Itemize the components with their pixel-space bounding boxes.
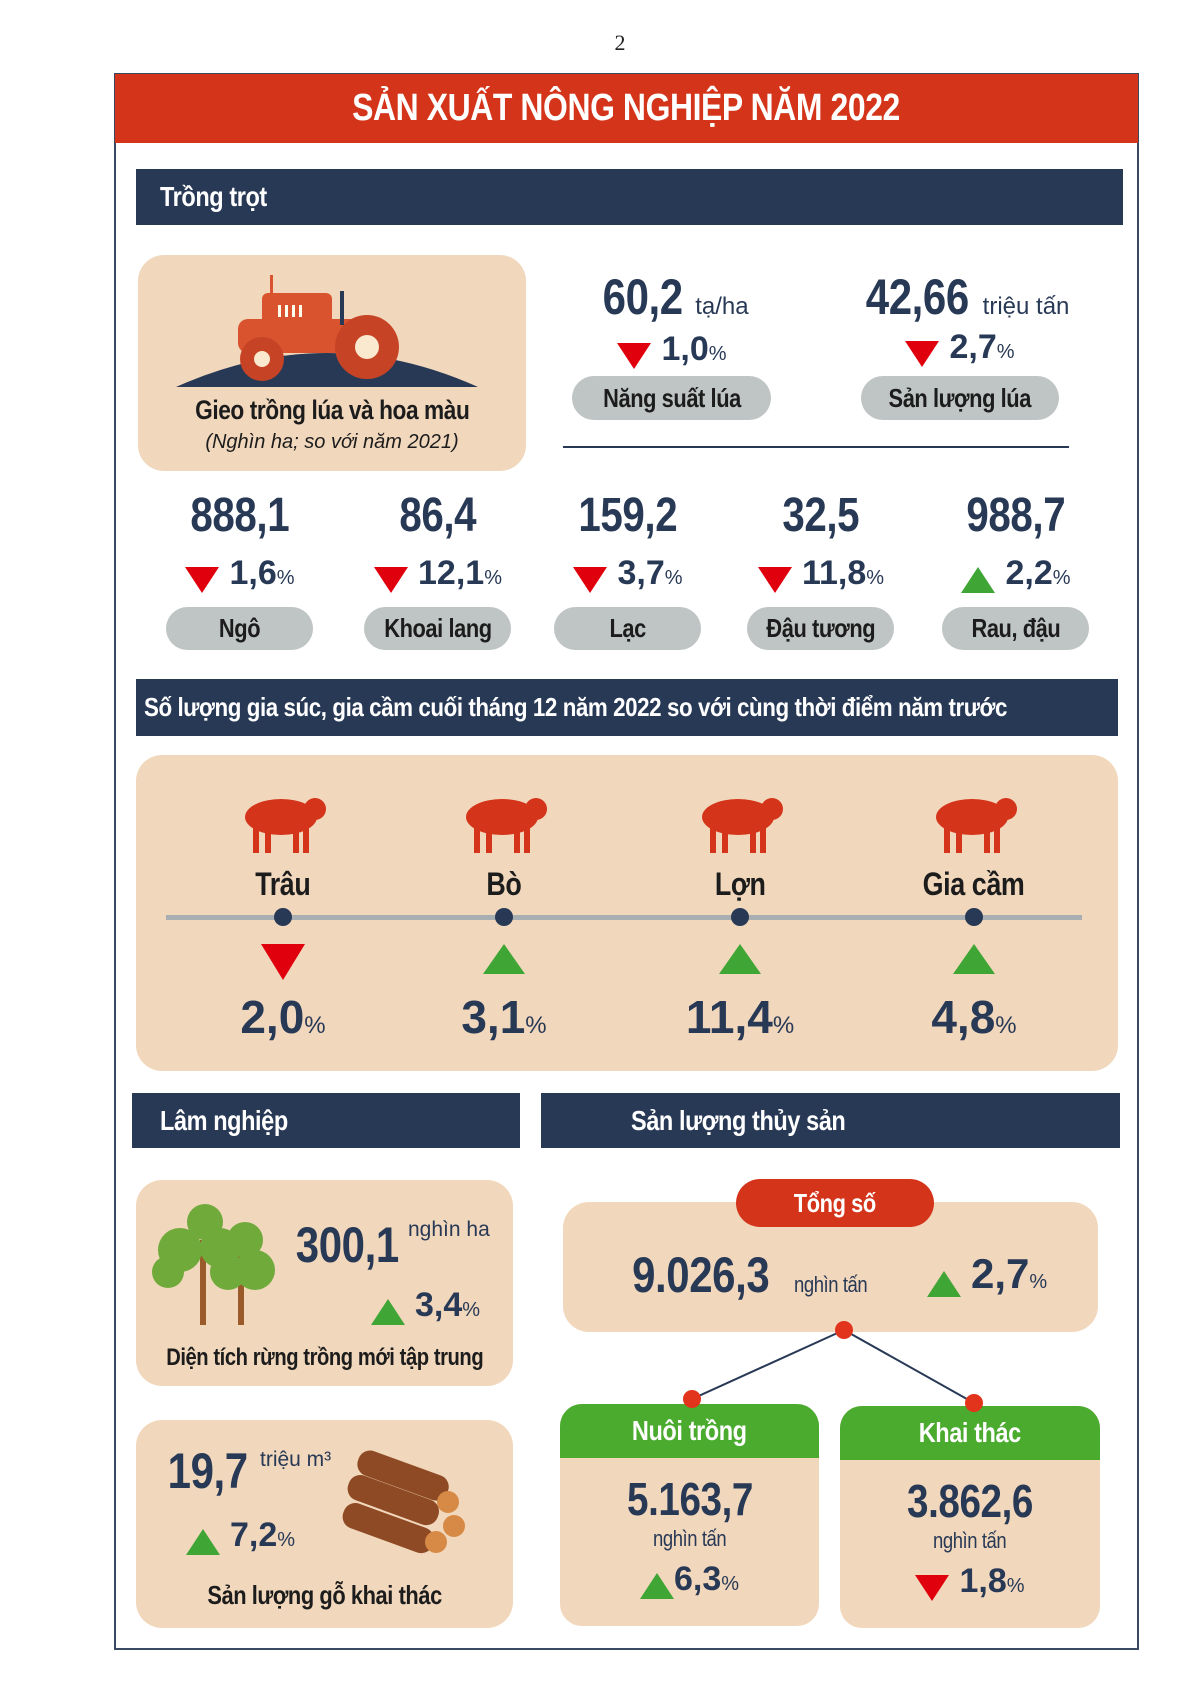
rice-output-label: Sản lượng lúa (861, 376, 1059, 420)
fishery-total-change: 2,7% (927, 1250, 1047, 1298)
sowing-card: Gieo trồng lúa và hoa màu (Nghìn ha; so … (138, 255, 526, 471)
forest-change: 3,4% (371, 1286, 480, 1325)
section-header-livestock: Số lượng gia súc, gia cầm cuối tháng 12 … (136, 679, 1118, 736)
crop-value: 888,1 (190, 489, 290, 542)
page-number: 2 (614, 30, 626, 55)
section-header-trong-trot: Trồng trọt (136, 169, 1123, 225)
up-arrow-icon (639, 1572, 674, 1599)
timeline-line (166, 915, 1082, 920)
sowing-title: Gieo trồng lúa và hoa màu (194, 395, 470, 425)
timeline-dot (274, 908, 292, 926)
crop-label: Đậu tương (747, 607, 894, 650)
up-arrow-icon (961, 566, 996, 593)
aquaculture-card: Nuôi trồng 5.163,7 nghìn tấn 6,3% (560, 1404, 819, 1626)
timeline-dot (731, 908, 749, 926)
fishery-total-value: 9.026,3 (632, 1247, 770, 1303)
aquaculture-value: 5.163,7 (626, 1473, 753, 1525)
crop-change: 3,7% (528, 554, 728, 593)
rice-yield-label: Năng suất lúa (572, 376, 771, 420)
wood-value: 19,7 (167, 1443, 248, 1499)
livestock-change: 11,4% (685, 991, 795, 1043)
aquaculture-change: 6,3% (560, 1560, 819, 1599)
cow-icon (466, 798, 547, 853)
wood-label: Sản lượng gỗ khai thác (207, 1580, 442, 1610)
capture-card: Khai thác 3.862,6 nghìn tấn 1,8% (840, 1406, 1100, 1628)
timeline-dot (965, 908, 983, 926)
connector-dot (835, 1321, 853, 1339)
pig-icon (702, 798, 783, 853)
forest-unit: nghìn ha (408, 1218, 490, 1241)
up-arrow-icon (371, 1298, 405, 1325)
fishery-total-unit: nghìn tấn (793, 1272, 868, 1297)
livestock-change: 4,8% (931, 991, 1017, 1043)
logs-icon (342, 1450, 465, 1554)
crop-change: 12,1% (338, 554, 538, 593)
livestock-label: Bò (486, 866, 522, 902)
connector-dot (965, 1394, 983, 1412)
crop-value: 86,4 (399, 489, 477, 542)
rice-yield-stat: 60,2 tạ/ha (603, 269, 749, 325)
wood-card: 19,7 triệu m³ 7,2% Sản lượng gỗ khai thá… (136, 1420, 513, 1628)
fishery-total-label: Tổng số (736, 1179, 934, 1227)
crop-change: 11,8% (721, 554, 921, 593)
rice-yield-change: 1,0% (572, 330, 772, 369)
crop-label: Lạc (554, 607, 701, 650)
crop-value: 159,2 (578, 489, 678, 542)
section-header-thuy-san: Sản lượng thủy sản (541, 1093, 1120, 1148)
up-arrow-icon (483, 944, 525, 974)
rice-output-change: 2,7% (860, 328, 1060, 367)
aquaculture-unit: nghìn tấn (652, 1526, 727, 1551)
forest-value: 300,1 (295, 1217, 399, 1273)
crop-label: Ngô (166, 607, 313, 650)
livestock-change: 2,0% (240, 991, 326, 1043)
down-arrow-icon (374, 566, 408, 593)
forest-card: 300,1 nghìn ha 3,4% Diện tích rừng trồng… (136, 1180, 513, 1386)
crop-change: 2,2% (916, 554, 1116, 593)
down-arrow-icon (905, 340, 940, 367)
down-arrow-icon (915, 1574, 950, 1601)
sowing-subtitle: (Nghìn ha; so với năm 2021) (205, 431, 459, 453)
trees-icon (152, 1204, 275, 1325)
down-arrow-icon (757, 566, 792, 593)
wood-change: 7,2% (186, 1516, 295, 1555)
down-arrow-icon (617, 342, 652, 369)
section-header-lam-nghiep: Lâm nghiệp (132, 1093, 520, 1148)
up-arrow-icon (186, 1528, 220, 1555)
forest-label: Diện tích rừng trồng mới tập trung (166, 1344, 484, 1371)
buffalo-icon (245, 798, 326, 853)
down-arrow-icon (261, 944, 305, 980)
capture-change: 1,8% (840, 1562, 1100, 1601)
capture-value: 3.862,6 (906, 1475, 1033, 1527)
page-title: SẢN XUẤT NÔNG NGHIỆP NĂM 2022 (352, 87, 901, 129)
rice-output-stat: 42,66 triệu tấn (865, 269, 1070, 325)
capture-label: Khai thác (840, 1406, 1100, 1460)
connector-dot (683, 1390, 701, 1408)
crop-value: 988,7 (966, 489, 1066, 542)
crop-change: 1,6% (140, 554, 340, 593)
up-arrow-icon (953, 944, 995, 974)
crop-label: Rau, đậu (942, 607, 1089, 650)
title-banner: SẢN XUẤT NÔNG NGHIỆP NĂM 2022 (115, 74, 1138, 143)
up-arrow-icon (719, 944, 761, 974)
down-arrow-icon (185, 566, 220, 593)
crop-label: Khoai lang (364, 607, 511, 650)
poultry-icon (936, 798, 1017, 853)
tractor-icon (176, 275, 478, 387)
up-arrow-icon (927, 1270, 961, 1297)
wood-unit: triệu m³ (260, 1448, 332, 1471)
livestock-change: 3,1% (461, 991, 547, 1043)
crop-value: 32,5 (782, 489, 860, 542)
capture-unit: nghìn tấn (933, 1528, 1007, 1553)
timeline-dot (495, 908, 513, 926)
down-arrow-icon (573, 566, 608, 593)
livestock-label: Lợn (714, 866, 766, 902)
livestock-label: Trâu (255, 866, 311, 902)
aquaculture-label: Nuôi trồng (560, 1404, 819, 1458)
divider (563, 446, 1069, 448)
livestock-label: Gia cầm (923, 866, 1025, 902)
